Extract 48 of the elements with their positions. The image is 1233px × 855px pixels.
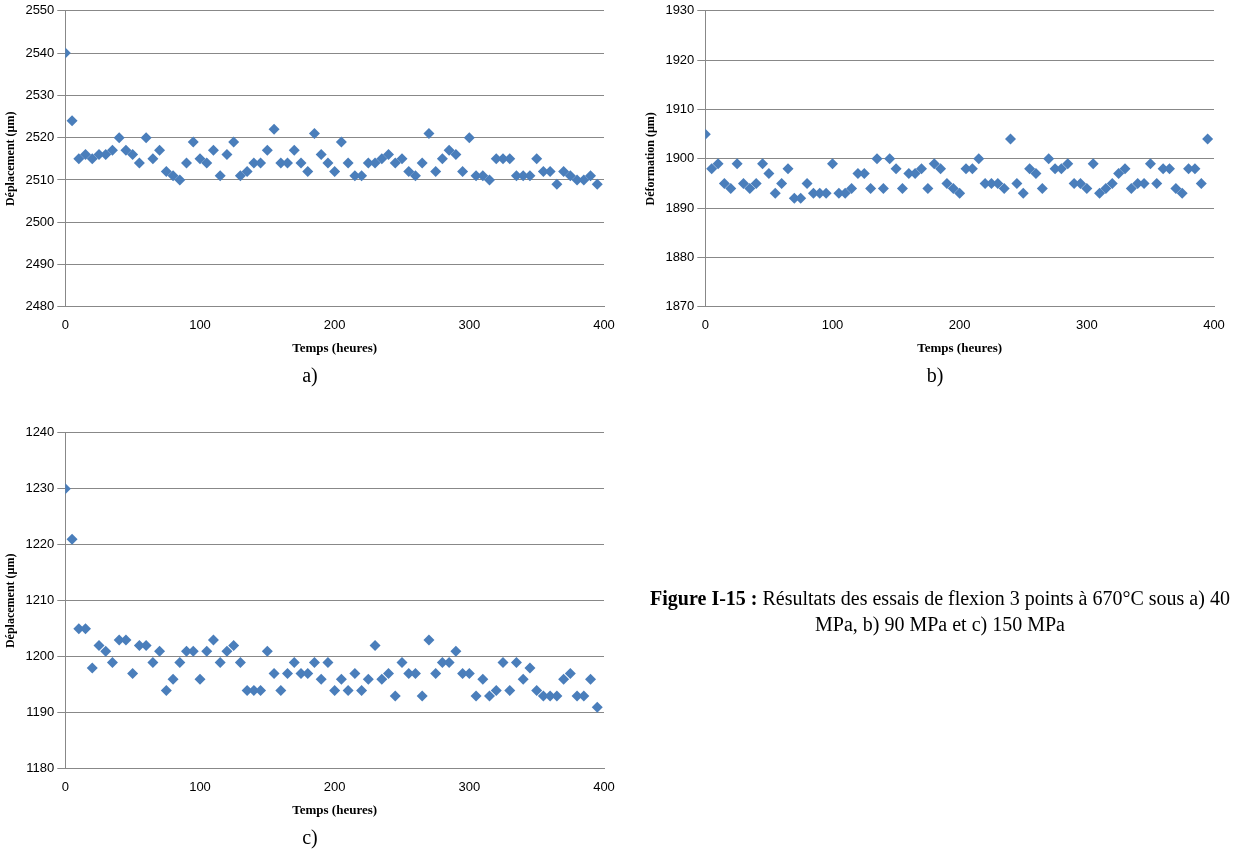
x-tick-label: 400 [593,779,615,795]
y-tick-label: 2490 [25,256,55,272]
y-tick-label: 1220 [25,536,55,552]
x-tick-label: 300 [458,317,481,333]
y-tick-label: 2500 [25,213,55,229]
y-tick-label: 1230 [25,480,55,496]
y-tick-label: 2480 [25,298,55,314]
y-tick-label: 1240 [25,424,55,440]
x-tick-label: 200 [948,317,971,333]
y-tick-label: 1890 [665,199,695,215]
y-tick-label: 2510 [25,171,55,187]
text: a) [301,364,319,387]
text: Résultats des essais de flexion 3 points à 670°C sous a) 40 MPa, b) 90 MPa et c) 150 MPa [761,587,1230,635]
text: Figure I-15 : [650,587,758,609]
x-tick-label: 200 [323,779,346,795]
y-tick-label: 1930 [665,2,695,18]
x-axis-title: Temps (heures) [292,801,378,817]
y-axis-title: Déformation (µm) [643,112,658,206]
x-tick-label: 0 [61,779,69,795]
x-tick-label: 100 [189,779,211,795]
x-axis-title: Temps (heures) [917,339,1003,355]
text: c) [301,826,319,849]
y-tick-label: 1920 [665,51,695,67]
y-tick-label: 1210 [25,592,55,608]
x-tick-label: 400 [593,317,615,333]
x-tick-label: 100 [821,317,844,333]
y-tick-label: 2550 [25,2,55,18]
x-tick-label: 0 [701,317,709,333]
y-tick-label: 1870 [665,298,695,314]
y-tick-label: 1880 [665,249,695,265]
x-tick-label: 0 [61,317,69,333]
y-tick-label: 1200 [25,648,55,664]
y-axis-title: Déplacement (µm) [3,553,18,649]
x-tick-label: 300 [458,779,481,795]
x-axis-title: Temps (heures) [292,339,378,355]
y-tick-label: 1180 [26,760,55,776]
y-tick-label: 2520 [25,129,55,145]
x-tick-label: 400 [1203,317,1225,333]
y-tick-label: 1190 [26,704,55,720]
y-tick-label: 2530 [25,86,55,102]
y-axis-title: Déplacement (µm) [3,111,18,207]
x-tick-label: 200 [323,317,346,333]
x-tick-label: 100 [189,317,211,333]
y-tick-label: 1910 [665,101,695,117]
x-tick-label: 300 [1075,317,1098,333]
y-tick-label: 2540 [25,44,55,60]
text: b) [925,364,945,387]
y-tick-label: 1900 [665,150,695,166]
